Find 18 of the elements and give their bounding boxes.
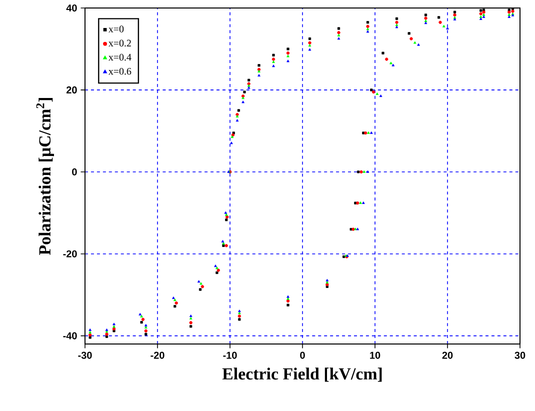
x-axis-title: Electric Field [kV/cm]	[222, 368, 382, 382]
x-tick-label: -30	[78, 352, 92, 359]
x-tick-label: 30	[514, 352, 526, 359]
y-tick-label: -40	[63, 332, 77, 340]
legend-label: x=0.4	[108, 54, 132, 61]
x-tick-label: -20	[150, 352, 164, 359]
y-tick-label: 40	[66, 4, 77, 12]
y-axis-title: Polarization [μC/cm$^{2}$]	[36, 98, 54, 255]
x-tick-label: -10	[223, 352, 237, 359]
y-tick-label: -20	[63, 250, 77, 258]
legend-label: x=0.2	[108, 40, 131, 47]
x-tick-label: 20	[442, 352, 453, 359]
y-tick-label: 20	[66, 86, 77, 94]
x-tick-label: 0	[300, 352, 305, 359]
legend-label: x=0.6	[108, 68, 132, 75]
x-tick-label: 10	[370, 352, 380, 359]
legend-label: x=0	[108, 26, 124, 32]
y-tick-label: 0	[72, 168, 77, 176]
